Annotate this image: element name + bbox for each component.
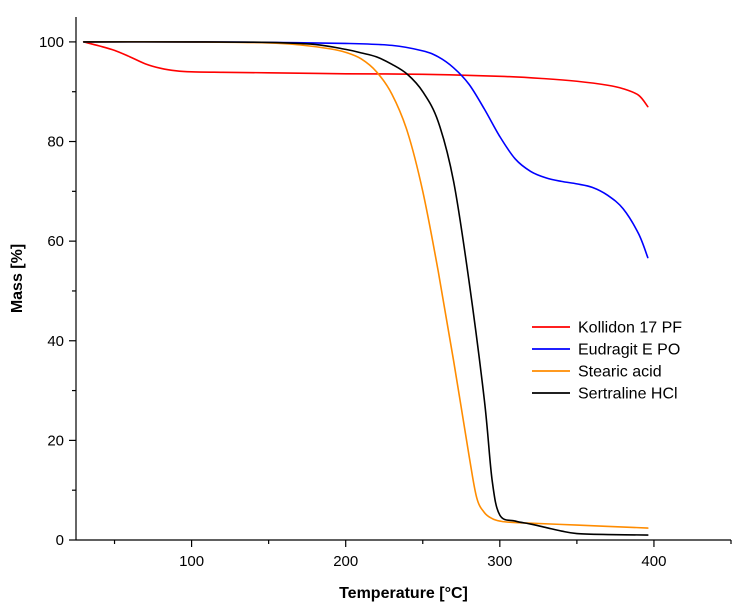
y-tick-label: 20 bbox=[47, 432, 64, 449]
y-tick-label: 40 bbox=[47, 333, 64, 350]
y-axis-title: Mass [%] bbox=[9, 244, 26, 313]
y-tick-label: 0 bbox=[56, 532, 64, 549]
y-tick-label: 100 bbox=[39, 34, 64, 51]
legend-label-stearic-acid: Stearic acid bbox=[578, 364, 662, 381]
series-group bbox=[82, 41, 649, 536]
series-line-eudragit-e-po bbox=[82, 41, 649, 259]
legend-label-kollidon-17-pf: Kollidon 17 PF bbox=[578, 320, 682, 337]
legend-label-sertraline-hcl: Sertraline HCl bbox=[578, 386, 678, 403]
series-line-sertraline-hcl bbox=[82, 41, 649, 536]
legend-label-eudragit-e-po: Eudragit E PO bbox=[578, 342, 680, 359]
y-tick-label: 60 bbox=[47, 233, 64, 250]
legend: Kollidon 17 PF Eudragit E PO Stearic acid S… bbox=[532, 320, 682, 403]
plot-area bbox=[76, 17, 731, 540]
x-tick-label: 100 bbox=[179, 553, 204, 570]
axes: 100 200 300 400 0 20 40 60 80 100 bbox=[39, 17, 732, 570]
x-tick-label: 200 bbox=[333, 553, 358, 570]
plot-frame bbox=[76, 17, 731, 540]
x-tick-label: 300 bbox=[487, 553, 512, 570]
x-tick-label: 400 bbox=[641, 553, 666, 570]
series-line-stearic-acid bbox=[82, 41, 649, 529]
y-tick-label: 80 bbox=[47, 134, 64, 151]
x-axis-title: Temperature [°C] bbox=[339, 585, 468, 602]
series-line-kollidon-17-pf bbox=[82, 41, 649, 108]
